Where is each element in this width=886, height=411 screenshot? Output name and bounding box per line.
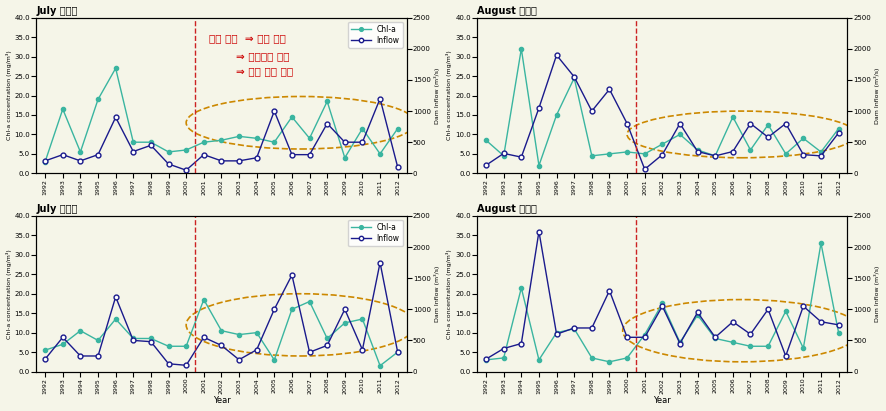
Legend: Chl-a, Inflow: Chl-a, Inflow [348, 21, 402, 48]
Y-axis label: Chl-a concentration (mg/m³): Chl-a concentration (mg/m³) [5, 249, 12, 339]
X-axis label: Year: Year [654, 397, 672, 405]
Text: ⇒ 수온 저감 효과: ⇒ 수온 저감 효과 [236, 66, 292, 76]
Text: ⇒ 체류시간 감소: ⇒ 체류시간 감소 [236, 51, 289, 61]
Text: August 청평댑: August 청평댑 [478, 204, 537, 214]
Text: August 의암댑: August 의암댑 [478, 6, 537, 16]
Text: July 청평댑: July 청평댑 [36, 204, 78, 214]
Y-axis label: Chl-a concentration (mg/m³): Chl-a concentration (mg/m³) [447, 51, 453, 141]
Text: 유량 증대  ⇒ 희석 효과: 유량 증대 ⇒ 희석 효과 [209, 33, 286, 43]
Y-axis label: Dam Inflow (m³/s): Dam Inflow (m³/s) [874, 67, 881, 124]
Text: July 의암댑: July 의암댑 [36, 6, 78, 16]
Y-axis label: Chl-a concentration (mg/m³): Chl-a concentration (mg/m³) [447, 249, 453, 339]
Legend: Chl-a, Inflow: Chl-a, Inflow [348, 220, 402, 246]
Y-axis label: Dam Inflow (m³/s): Dam Inflow (m³/s) [433, 67, 439, 124]
Y-axis label: Chl-a concentration (mg/m³): Chl-a concentration (mg/m³) [5, 51, 12, 141]
Y-axis label: Dam Inflow (m³/s): Dam Inflow (m³/s) [874, 266, 881, 322]
X-axis label: Year: Year [213, 397, 230, 405]
Y-axis label: Dam Inflow (m³/s): Dam Inflow (m³/s) [433, 266, 439, 322]
